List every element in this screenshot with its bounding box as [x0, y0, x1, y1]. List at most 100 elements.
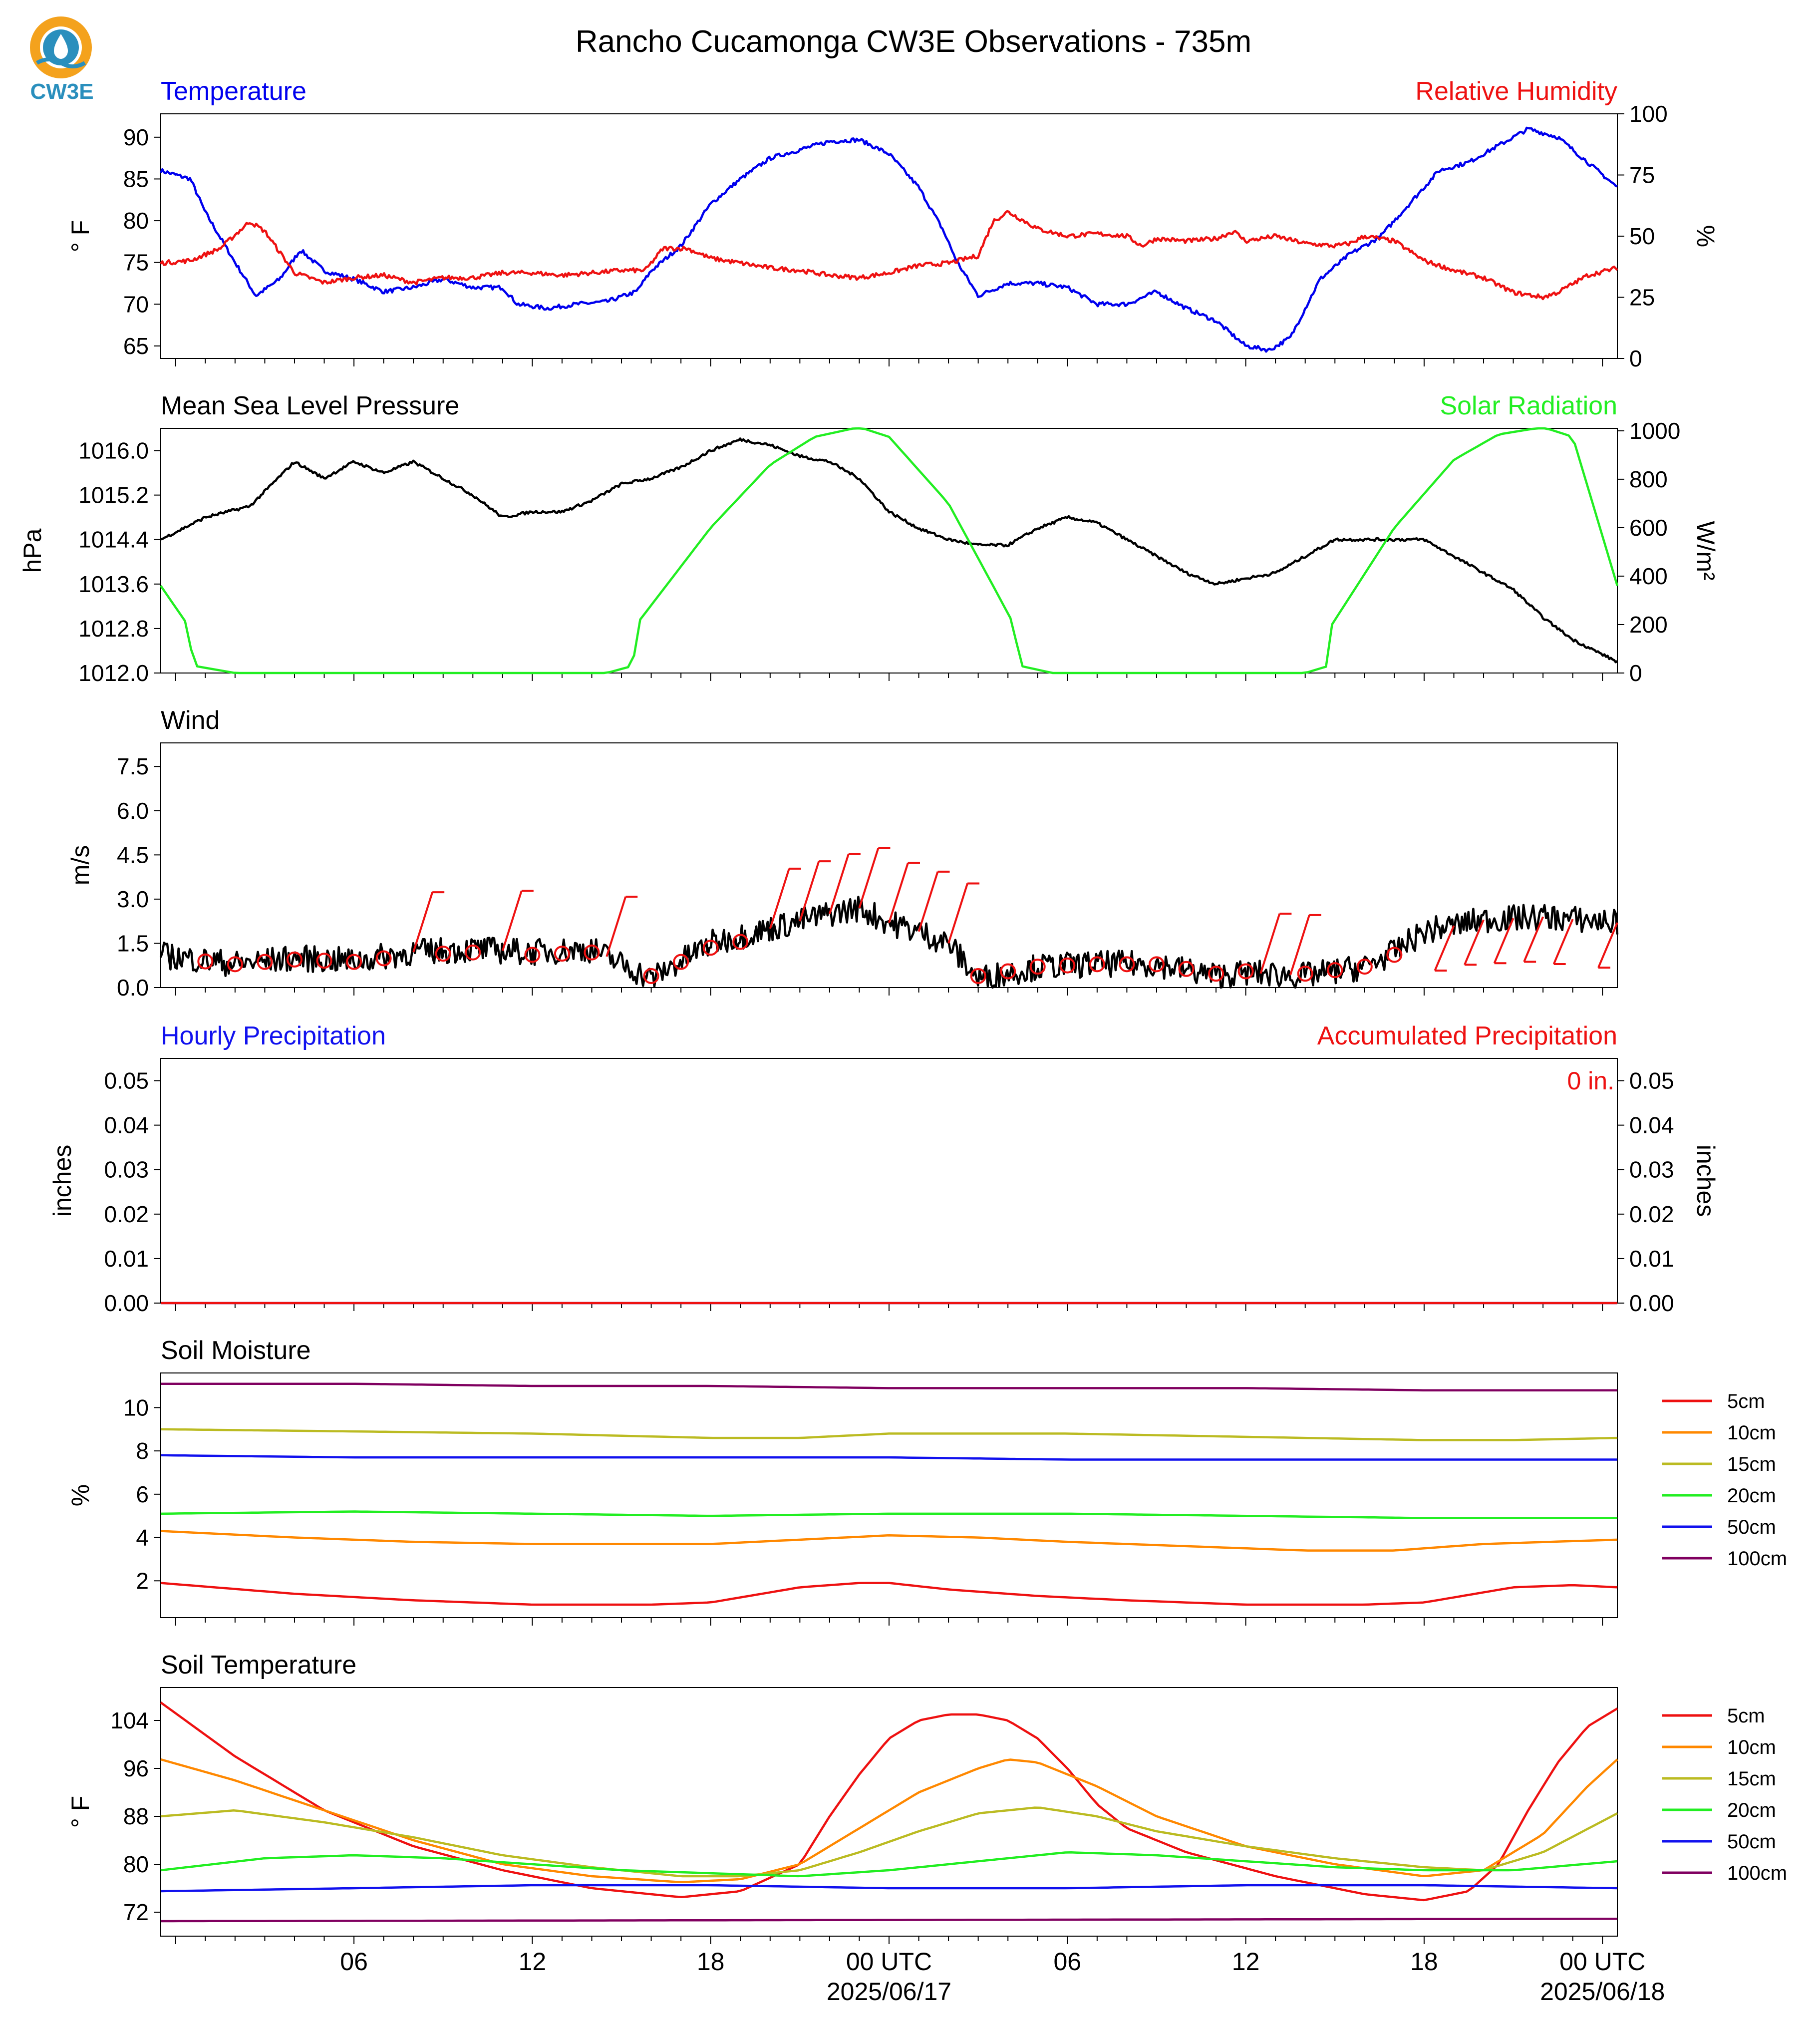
- y-tick-label-right: 1000: [1629, 418, 1680, 444]
- y-tick-label: 1015.2: [78, 482, 149, 508]
- series-line-100cm: [161, 1382, 1617, 1391]
- series-line-50cm: [160, 1454, 1617, 1461]
- wind-calm-marker: [465, 944, 481, 961]
- cw3e-logo: CW3E: [30, 16, 94, 104]
- legend-label: 5cm: [1727, 1705, 1765, 1727]
- wind-calm-marker: [1119, 956, 1135, 973]
- wind-barb: [917, 871, 939, 932]
- y-tick-label: 1.5: [117, 930, 149, 956]
- logo-wave: [35, 57, 86, 68]
- y-tick-label: 0.00: [104, 1290, 149, 1316]
- wind-calm-marker: [286, 951, 303, 968]
- y-tick-label-right: 0: [1629, 345, 1642, 371]
- wind-barb: [828, 853, 850, 915]
- y-tick-label-right: 25: [1629, 285, 1655, 311]
- wind-calm-marker: [970, 968, 986, 984]
- legend-label: 10cm: [1727, 1736, 1776, 1758]
- y-tick-label: 104: [110, 1707, 149, 1733]
- y-tick-label-right: 200: [1629, 612, 1668, 638]
- y-tick-label-right: 50: [1629, 223, 1655, 249]
- series-line-10cm: [160, 1530, 1618, 1552]
- y-axis-label-right: %: [1692, 225, 1720, 247]
- wind-calm-marker: [1059, 957, 1076, 974]
- x-tick-label: 12: [1232, 1948, 1260, 1976]
- panel-title-right: Accumulated Precipitation: [1317, 1021, 1617, 1050]
- x-tick-label: 00 UTC: [846, 1948, 932, 1976]
- wind-barb: [947, 883, 969, 944]
- wind-calm-marker: [1356, 959, 1373, 975]
- y-tick-label-right: 0.01: [1629, 1246, 1674, 1272]
- y-tick-label-right: 0.00: [1629, 1290, 1674, 1316]
- series-line-20cm: [160, 1851, 1618, 1878]
- x-date-label: 2025/06/17: [827, 1978, 951, 2006]
- legend-label: 5cm: [1727, 1390, 1765, 1412]
- panel-title-left: Mean Sea Level Pressure: [161, 391, 459, 420]
- wind-barb: [1552, 919, 1574, 965]
- legend-label: 20cm: [1727, 1485, 1776, 1507]
- y-axis-label-left: m/s: [66, 845, 94, 886]
- soil-moisture-panel: Soil Moisture 2 4 6 8 10% 5cm 10cm 15cm 20cm 50cm 1…: [66, 1336, 1787, 1626]
- series-line-100cm: [161, 1917, 1617, 1923]
- wind-calm-marker: [524, 947, 541, 963]
- series-line-relative-humidity: [160, 210, 1618, 301]
- wind-calm-marker: [1178, 961, 1195, 977]
- wind-barb: [1523, 916, 1544, 963]
- wind-calm-marker: [584, 944, 600, 961]
- legend-label: 50cm: [1727, 1831, 1776, 1853]
- series-line-15cm: [160, 1428, 1618, 1441]
- y-tick-label: 8: [136, 1438, 149, 1464]
- series-line-15cm: [160, 1806, 1618, 1878]
- y-tick-label-right: 400: [1629, 563, 1668, 589]
- soil-temperature-panel: Soil Temperature 72 80 88 96 104 ° F 5cm 10cm 15c…: [66, 1651, 1787, 1944]
- legend-label: 15cm: [1727, 1453, 1776, 1475]
- legend-label: 10cm: [1727, 1422, 1776, 1444]
- y-tick-label: 7.5: [117, 753, 149, 779]
- panel-title-left: Soil Moisture: [161, 1336, 311, 1365]
- panel-title-left: Hourly Precipitation: [161, 1021, 386, 1050]
- series-line-20cm: [160, 1510, 1617, 1519]
- x-tick-label: 18: [697, 1948, 725, 1976]
- y-tick-label: 4: [136, 1525, 149, 1551]
- wind-barb: [1493, 918, 1515, 964]
- x-tick-label: 18: [1410, 1948, 1438, 1976]
- y-tick-label: 1012.8: [78, 616, 149, 642]
- y-tick-label-right: 0: [1629, 660, 1642, 686]
- x-tick-label: 06: [340, 1948, 368, 1976]
- wind-barb: [769, 868, 790, 929]
- wind-calm-marker: [1089, 956, 1105, 973]
- panel-title-right: Relative Humidity: [1415, 77, 1617, 106]
- y-axis-label-left: %: [66, 1484, 94, 1506]
- y-tick-label-right: 600: [1629, 515, 1668, 541]
- y-axis-label-right: W/m²: [1692, 521, 1720, 580]
- y-tick-label: 90: [123, 124, 149, 150]
- wind-barb: [1464, 919, 1485, 965]
- y-tick-label: 1012.0: [78, 660, 149, 686]
- y-tick-label-right: 100: [1629, 101, 1668, 127]
- wind-calm-marker: [554, 946, 570, 962]
- series-line-5cm: [160, 1701, 1618, 1902]
- accumulated-total: 0 in.: [1567, 1067, 1614, 1095]
- wind-calm-marker: [1208, 966, 1224, 982]
- series-line-mean-sea-level-pressure: [160, 437, 1618, 664]
- wind-barb: [858, 847, 880, 909]
- wind-calm-marker: [1029, 959, 1046, 975]
- legend-label: 100cm: [1727, 1548, 1787, 1570]
- temperature-humidity-panel: Temperature Relative Humidity 65 70 75 80 85 90…: [66, 77, 1720, 371]
- y-tick-label: 10: [123, 1394, 149, 1420]
- y-tick-label: 96: [123, 1755, 149, 1781]
- water-drop-icon: [54, 34, 68, 59]
- panel-title-left: Temperature: [161, 77, 306, 106]
- y-tick-label: 0.03: [104, 1157, 149, 1183]
- y-axis-label-left: ° F: [66, 220, 94, 252]
- wind-calm-marker: [227, 956, 243, 973]
- y-tick-label: 0.01: [104, 1246, 149, 1272]
- wind-barb: [412, 892, 434, 953]
- chart-title: Rancho Cucamonga CW3E Observations - 735…: [576, 24, 1251, 59]
- wind-calm-marker: [673, 954, 689, 970]
- y-tick-label: 0.02: [104, 1201, 149, 1227]
- y-tick-label: 1013.6: [78, 571, 149, 597]
- wind-calm-marker: [346, 954, 362, 970]
- wind-barb: [501, 890, 523, 951]
- x-date-label: 2025/06/18: [1540, 1978, 1665, 2006]
